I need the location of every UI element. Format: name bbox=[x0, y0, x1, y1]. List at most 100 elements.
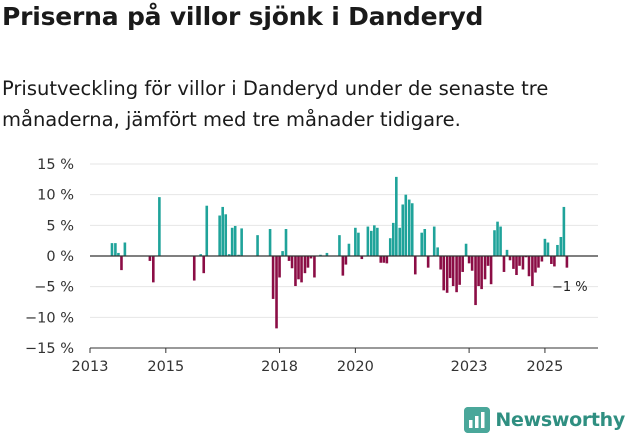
bar bbox=[483, 256, 487, 280]
bar bbox=[515, 256, 518, 276]
bar bbox=[376, 227, 379, 256]
bar bbox=[370, 230, 373, 256]
bar bbox=[158, 197, 161, 256]
bar bbox=[420, 232, 424, 256]
bar bbox=[306, 256, 310, 268]
bar bbox=[518, 256, 521, 266]
bar bbox=[202, 256, 206, 274]
bar bbox=[120, 256, 123, 271]
bar bbox=[240, 228, 243, 256]
bar bbox=[360, 256, 364, 260]
bar bbox=[524, 256, 528, 258]
bar bbox=[319, 254, 322, 256]
bar bbox=[559, 236, 563, 256]
bar bbox=[284, 229, 288, 256]
bar bbox=[227, 254, 231, 256]
y-tick-label: 10 % bbox=[37, 188, 74, 204]
y-tick-label: 15 % bbox=[37, 157, 74, 173]
bar bbox=[448, 256, 452, 279]
bar bbox=[467, 256, 471, 264]
bar bbox=[275, 256, 278, 329]
bar bbox=[477, 256, 480, 287]
x-tick-label: 2015 bbox=[147, 359, 184, 375]
bar bbox=[496, 221, 499, 256]
chart-title: Priserna på villor sjönk i Danderyd bbox=[2, 2, 484, 31]
bar bbox=[114, 243, 117, 256]
bar bbox=[565, 256, 569, 268]
bar bbox=[230, 227, 234, 256]
bar bbox=[152, 256, 155, 283]
bar-chart: 15 % 10 % 5 % 0 % −5 % −10 % −15 % 2013 2015 2018… bbox=[25, 157, 598, 375]
bar bbox=[281, 251, 284, 256]
bar bbox=[451, 256, 455, 287]
bar bbox=[341, 256, 345, 276]
bar bbox=[271, 256, 275, 299]
bar bbox=[395, 176, 398, 256]
bar bbox=[455, 256, 458, 293]
bar bbox=[562, 206, 566, 256]
bar bbox=[534, 256, 537, 273]
x-tick-label: 2013 bbox=[72, 359, 109, 375]
x-tick-label: 2025 bbox=[526, 359, 563, 375]
bar bbox=[461, 256, 464, 272]
bar bbox=[493, 230, 496, 256]
x-tick-label: 2020 bbox=[337, 359, 374, 375]
bar bbox=[385, 256, 389, 264]
bar bbox=[512, 256, 515, 269]
bar bbox=[268, 229, 272, 256]
y-tick-label: −15 % bbox=[25, 341, 74, 357]
bar bbox=[543, 238, 547, 256]
bar bbox=[300, 256, 303, 283]
bar bbox=[474, 256, 477, 306]
bar bbox=[521, 256, 525, 270]
data-label: −1 % bbox=[552, 280, 588, 295]
bar bbox=[338, 235, 341, 256]
bar bbox=[426, 256, 430, 268]
y-tick-label: −10 % bbox=[25, 310, 74, 326]
bar bbox=[489, 256, 493, 285]
brand-name: Newsworthy bbox=[495, 409, 625, 431]
bar bbox=[540, 256, 544, 262]
bar bbox=[344, 256, 348, 265]
bar bbox=[470, 256, 474, 271]
chart-subtitle: Prisutveckling för villor i Danderyd und… bbox=[2, 77, 549, 131]
bar bbox=[546, 242, 550, 256]
bar bbox=[123, 242, 127, 256]
bar bbox=[110, 243, 114, 256]
bar bbox=[388, 238, 392, 256]
bar bbox=[290, 256, 294, 269]
bar bbox=[502, 256, 506, 272]
bar bbox=[287, 256, 291, 261]
x-tick-label: 2018 bbox=[261, 359, 298, 375]
bar bbox=[256, 235, 259, 256]
bar bbox=[221, 206, 224, 256]
y-tick-label: 0 % bbox=[46, 249, 74, 265]
bar bbox=[458, 256, 461, 285]
newsworthy-logo: Newsworthy bbox=[464, 407, 625, 433]
bar bbox=[192, 256, 196, 281]
bar bbox=[218, 215, 221, 256]
bar bbox=[357, 232, 360, 256]
bar bbox=[436, 247, 439, 256]
bar bbox=[294, 256, 297, 287]
bar bbox=[366, 226, 370, 256]
bar bbox=[410, 203, 414, 256]
bar bbox=[537, 256, 540, 268]
bar bbox=[297, 256, 300, 280]
bar bbox=[379, 256, 383, 263]
y-tick-label: −5 % bbox=[34, 280, 74, 296]
bar bbox=[303, 256, 307, 274]
bar bbox=[347, 243, 351, 256]
bar bbox=[148, 256, 152, 261]
bar bbox=[505, 249, 509, 256]
bar bbox=[309, 256, 313, 259]
bar bbox=[373, 225, 376, 256]
bar bbox=[278, 256, 281, 278]
bar bbox=[527, 256, 531, 277]
bar bbox=[445, 256, 449, 293]
bar bbox=[401, 204, 405, 256]
bar bbox=[391, 222, 395, 256]
newsworthy-logo-icon bbox=[464, 407, 491, 433]
bar bbox=[508, 256, 512, 261]
bar bbox=[117, 252, 120, 256]
